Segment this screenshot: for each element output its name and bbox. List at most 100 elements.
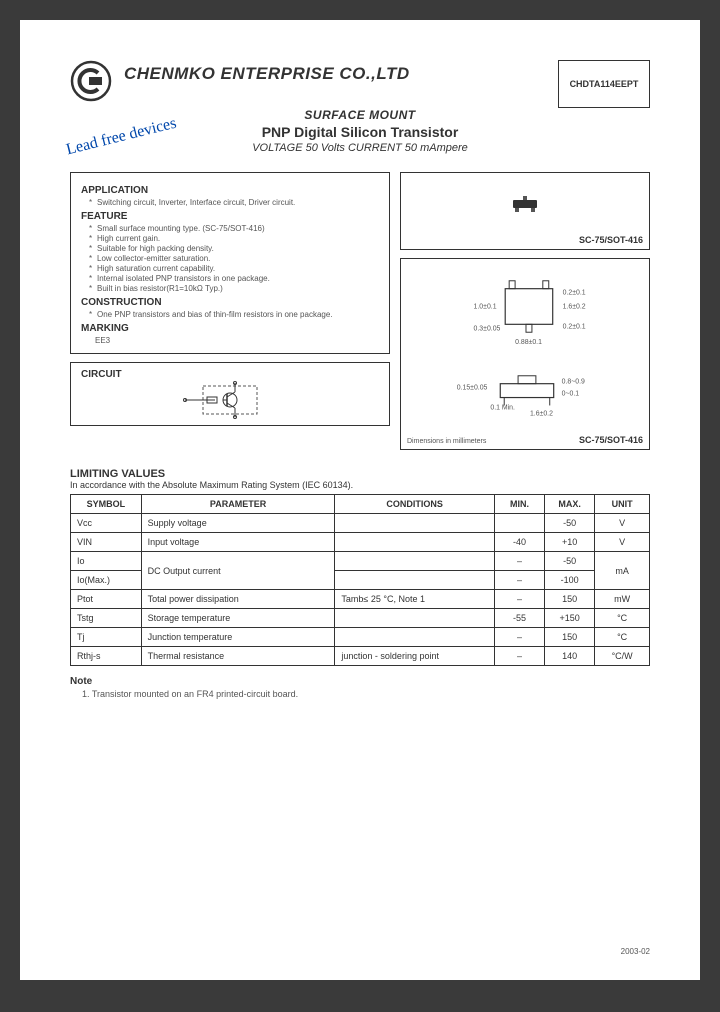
marking-value: EE3 — [81, 336, 379, 345]
cell-symbol: Tj — [71, 628, 142, 647]
cell-unit: °C/W — [595, 647, 650, 666]
cell-conditions — [335, 571, 495, 590]
table-row: VINInput voltage -40+10V — [71, 533, 650, 552]
svg-text:1.6±0.2: 1.6±0.2 — [563, 303, 586, 310]
dimensions-box: 0.2±0.1 1.6±0.2 0.2±0.1 1.0±0.1 0.3±0.05… — [400, 258, 650, 450]
circuit-diagram-icon — [175, 380, 285, 420]
th-max: MAX. — [545, 495, 595, 514]
cell-max: -50 — [545, 552, 595, 571]
package-label: SC-75/SOT-416 — [579, 235, 643, 245]
cell-symbol: Rthj-s — [71, 647, 142, 666]
limiting-subtitle: In accordance with the Absolute Maximum … — [70, 480, 650, 490]
circuit-title: CIRCUIT — [81, 369, 379, 380]
th-min: MIN. — [494, 495, 544, 514]
cell-conditions — [335, 609, 495, 628]
dimensions-package-label: SC-75/SOT-416 — [579, 435, 643, 445]
note-text: 1. Transistor mounted on an FR4 printed-… — [70, 689, 650, 699]
part-number: CHDTA114EEPT — [570, 79, 639, 89]
svg-text:0.88±0.1: 0.88±0.1 — [515, 339, 542, 346]
cell-min: – — [494, 647, 544, 666]
cell-symbol: Vcc — [71, 514, 142, 533]
cell-conditions — [335, 552, 495, 571]
cell-parameter: Input voltage — [141, 533, 335, 552]
content-row: APPLICATION Switching circuit, Inverter,… — [70, 172, 650, 450]
feature-list: Small surface mounting type. (SC-75/SOT-… — [81, 224, 379, 293]
cell-unit: mW — [595, 590, 650, 609]
cell-max: 140 — [545, 647, 595, 666]
cell-min: – — [494, 571, 544, 590]
list-item: Small surface mounting type. (SC-75/SOT-… — [89, 224, 379, 233]
cell-unit: °C — [595, 628, 650, 647]
svg-text:0.3±0.05: 0.3±0.05 — [474, 325, 501, 332]
limiting-values-table: SYMBOL PARAMETER CONDITIONS MIN. MAX. UN… — [70, 494, 650, 666]
cell-min: -40 — [494, 533, 544, 552]
th-parameter: PARAMETER — [141, 495, 335, 514]
cell-parameter: Supply voltage — [141, 514, 335, 533]
list-item: Low collector-emitter saturation. — [89, 254, 379, 263]
info-box: APPLICATION Switching circuit, Inverter,… — [70, 172, 390, 354]
cell-max: -50 — [545, 514, 595, 533]
th-unit: UNIT — [595, 495, 650, 514]
table-row: PtotTotal power dissipationTamb≤ 25 °C, … — [71, 590, 650, 609]
cell-min — [494, 514, 544, 533]
feature-title: FEATURE — [81, 211, 379, 222]
th-symbol: SYMBOL — [71, 495, 142, 514]
list-item: One PNP transistors and bias of thin-fil… — [89, 310, 379, 319]
svg-text:0.15±0.05: 0.15±0.05 — [457, 385, 488, 392]
marking-title: MARKING — [81, 323, 379, 334]
package-image-box: SC-75/SOT-416 — [400, 172, 650, 250]
note-title: Note — [70, 676, 650, 687]
date-code: 2003-02 — [621, 947, 650, 956]
cell-unit: V — [595, 514, 650, 533]
right-column: SC-75/SOT-416 0.2±0.1 1.6±0.2 0.2±0.1 1.… — [400, 172, 650, 450]
application-list: Switching circuit, Inverter, Interface c… — [81, 198, 379, 207]
svg-text:1.0±0.1: 1.0±0.1 — [474, 303, 497, 310]
construction-title: CONSTRUCTION — [81, 297, 379, 308]
svg-text:0.2±0.1: 0.2±0.1 — [563, 323, 586, 330]
datasheet-page: CHDTA114EEPT CHENMKO ENTERPRISE CO.,LTD … — [20, 20, 700, 980]
cell-max: +150 — [545, 609, 595, 628]
cell-min: – — [494, 628, 544, 647]
list-item: High saturation current capability. — [89, 264, 379, 273]
th-conditions: CONDITIONS — [335, 495, 495, 514]
cell-conditions: Tamb≤ 25 °C, Note 1 — [335, 590, 495, 609]
svg-text:0.2±0.1: 0.2±0.1 — [563, 290, 586, 297]
dimensions-caption: Dimensions in millimeters — [407, 438, 486, 445]
cell-parameter: Junction temperature — [141, 628, 335, 647]
table-row: VccSupply voltage -50V — [71, 514, 650, 533]
cell-symbol: VIN — [71, 533, 142, 552]
svg-text:0.8~0.9: 0.8~0.9 — [562, 379, 585, 386]
cell-max: +10 — [545, 533, 595, 552]
company-name: CHENMKO ENTERPRISE CO.,LTD — [124, 60, 410, 84]
table-row: Rthj-sThermal resistancejunction - solde… — [71, 647, 650, 666]
table-row: TstgStorage temperature-55+150°C — [71, 609, 650, 628]
application-title: APPLICATION — [81, 185, 379, 196]
company-logo-icon — [70, 60, 112, 102]
list-item: Internal isolated PNP transistors in one… — [89, 274, 379, 283]
cell-unit: °C — [595, 609, 650, 628]
cell-parameter: Total power dissipation — [141, 590, 335, 609]
list-item: Suitable for high packing density. — [89, 244, 379, 253]
cell-min: -55 — [494, 609, 544, 628]
cell-conditions — [335, 533, 495, 552]
list-item: High current gain. — [89, 234, 379, 243]
svg-text:1.6±0.2: 1.6±0.2 — [530, 410, 553, 417]
cell-unit: mA — [595, 552, 650, 590]
svg-text:0~0.1: 0~0.1 — [562, 391, 580, 398]
table-row: IoDC Output current–-50mA — [71, 552, 650, 571]
cell-min: – — [494, 590, 544, 609]
specs-line: VOLTAGE 50 Volts CURRENT 50 mAmpere — [70, 142, 650, 154]
left-column: APPLICATION Switching circuit, Inverter,… — [70, 172, 390, 450]
part-number-box: CHDTA114EEPT — [558, 60, 650, 108]
list-item: Built in bias resistor(R1=10kΩ Typ.) — [89, 284, 379, 293]
cell-unit: V — [595, 533, 650, 552]
svg-text:0.1 Min.: 0.1 Min. — [490, 404, 515, 411]
cell-conditions — [335, 514, 495, 533]
cell-symbol: Io — [71, 552, 142, 571]
cell-max: -100 — [545, 571, 595, 590]
cell-min: – — [494, 552, 544, 571]
cell-symbol: Ptot — [71, 590, 142, 609]
cell-max: 150 — [545, 628, 595, 647]
cell-conditions — [335, 628, 495, 647]
table-header-row: SYMBOL PARAMETER CONDITIONS MIN. MAX. UN… — [71, 495, 650, 514]
